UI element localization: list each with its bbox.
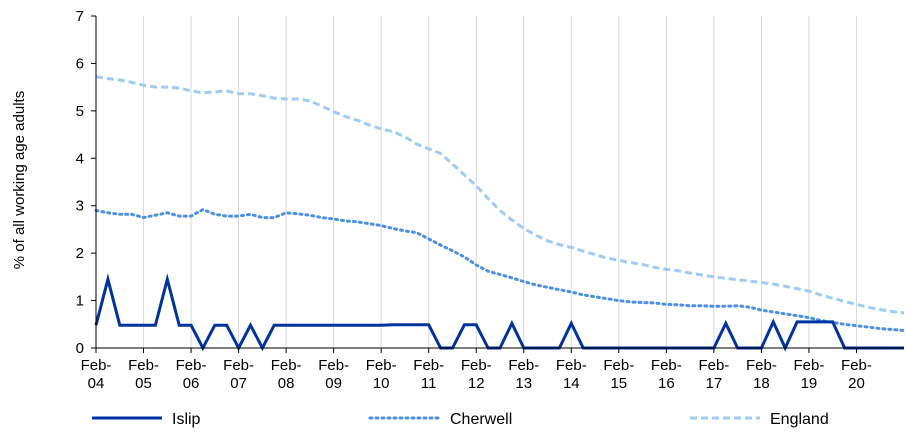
y-axis-title: % of all working age adults [11,91,28,269]
series-line-cherwell [94,207,906,332]
legend: Islip Cherwell England [92,411,829,428]
x-tick-label-line1: Feb- [556,357,587,374]
x-tick-label-line2: 06 [183,375,200,392]
x-tick-label-line1: Feb- [271,357,302,374]
y-tick-label: 1 [76,293,84,310]
x-tick-label-line2: 04 [88,375,105,392]
x-tick-label-line2: 09 [325,375,342,392]
y-tick-label: 2 [76,245,84,262]
x-tick-label-line1: Feb- [651,357,682,374]
x-tick-label-line1: Feb- [794,357,825,374]
x-tick-label-line1: Feb- [318,357,349,374]
x-tick-label-line2: 16 [658,375,675,392]
x-tick-label-line1: Feb- [698,357,729,374]
x-tick-label-line2: 20 [848,375,865,392]
x-tick-label-line1: Feb- [128,357,159,374]
y-tick-label: 3 [76,198,84,215]
x-tick-label-line2: 07 [230,375,247,392]
x-tick-label-line2: 08 [278,375,295,392]
legend-label-cherwell: Cherwell [450,411,512,428]
vertical-gridlines [95,16,857,348]
y-tick-label: 0 [76,340,84,357]
y-axis: 0 1 2 3 4 5 6 7 [76,8,97,357]
x-tick-label-line2: 14 [563,375,580,392]
y-tick-label: 6 [76,55,84,72]
x-tick-label-line1: Feb- [366,357,397,374]
y-tick-label: 5 [76,103,84,120]
x-tick-label-line2: 11 [421,375,437,392]
x-tick-label-line2: 05 [135,375,152,392]
series-lines [94,75,906,352]
x-tick-label-line2: 15 [610,375,627,392]
x-tick-label-line1: Feb- [223,357,254,374]
x-tick-label-line1: Feb- [841,357,872,374]
x-tick-label-line1: Feb- [413,357,444,374]
x-tick-label-line1: Feb- [508,357,539,374]
x-tick-label-line2: 13 [515,375,532,392]
x-tick-label-line2: 12 [468,375,485,392]
x-tick-label-line1: Feb- [746,357,777,374]
x-tick-label-line1: Feb- [176,357,207,374]
x-tick-label-line1: Feb- [81,357,112,374]
x-tick-label-line2: 18 [753,375,770,392]
series-line-england [95,75,905,315]
x-tick-label-line2: 10 [373,375,390,392]
x-tick-label-line1: Feb- [603,357,634,374]
x-tick-label-line1: Feb- [461,357,492,374]
x-tick-label-line2: 17 [706,375,723,392]
legend-label-england: England [770,411,829,428]
x-tick-label-line2: 19 [801,375,818,392]
y-tick-label: 4 [76,150,84,167]
legend-label-islip: Islip [172,411,201,428]
x-axis: Feb-04Feb-05Feb-06Feb-07Feb-08Feb-09Feb-… [81,347,904,392]
y-tick-label: 7 [76,8,84,25]
